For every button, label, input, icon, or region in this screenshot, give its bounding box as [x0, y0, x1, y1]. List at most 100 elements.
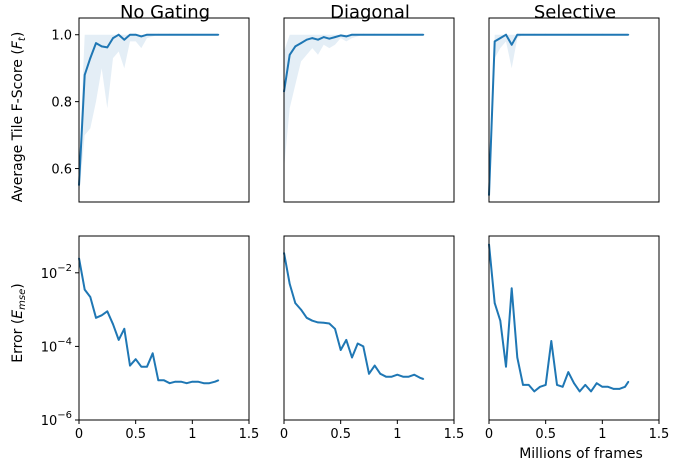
data-point — [618, 388, 621, 390]
x-tick-label: 1.5 — [239, 427, 260, 442]
data-point — [368, 373, 370, 375]
data-point — [402, 375, 404, 378]
data-point — [89, 296, 92, 298]
data-point — [305, 317, 308, 319]
data-point — [89, 57, 92, 59]
data-point — [493, 302, 496, 304]
data-point — [385, 375, 387, 378]
data-point — [627, 380, 630, 383]
y-axis-label-error-end: ) — [10, 283, 26, 288]
data-point — [311, 319, 314, 322]
data-point — [556, 384, 558, 386]
data-point — [550, 340, 553, 342]
x-tick-label: 0 — [280, 427, 288, 442]
title-diagonal: Diagonal — [330, 2, 410, 23]
series-line — [488, 244, 630, 393]
data-point — [294, 45, 297, 48]
data-point — [83, 288, 86, 291]
data-point — [419, 377, 421, 379]
data-point — [601, 386, 604, 388]
data-point — [607, 386, 609, 388]
data-point — [100, 45, 103, 48]
data-point — [294, 302, 297, 304]
data-point — [544, 33, 547, 36]
panels: 0.6 0.8 1.0 10−6 10−4 10−2 0 0.5 1 1.5 0 0.5 1 1.5 0 0.… — [41, 17, 670, 442]
data-point — [510, 287, 513, 290]
data-point — [339, 349, 342, 351]
data-point — [217, 33, 220, 36]
confidence-band — [489, 34, 629, 203]
data-point — [83, 74, 86, 76]
data-point — [356, 342, 359, 345]
x-tick-label: 0.5 — [125, 427, 146, 442]
data-point — [123, 328, 126, 330]
data-point — [390, 375, 393, 378]
data-point — [407, 375, 410, 378]
y-tick-label: 0.8 — [51, 96, 72, 111]
data-point — [373, 33, 376, 36]
data-point — [157, 33, 160, 36]
data-point — [163, 379, 165, 382]
data-point — [567, 33, 570, 36]
data-point — [191, 33, 194, 36]
y-axis-label-fscore-var: F — [10, 40, 26, 49]
data-point — [134, 33, 137, 36]
data-point — [106, 46, 109, 49]
data-point — [214, 380, 216, 383]
panel-frame — [78, 17, 250, 203]
data-point — [505, 33, 507, 36]
data-point — [351, 356, 353, 359]
y-axis-label-fscore-sub: t — [17, 36, 28, 41]
y-axis-label-error-var: E — [10, 310, 26, 319]
panel-frame — [283, 235, 455, 421]
data-point — [345, 339, 348, 341]
data-point — [595, 382, 598, 385]
data-point — [129, 364, 131, 367]
data-point — [516, 356, 519, 359]
y-tick-label: 10−6 — [41, 410, 72, 429]
title-no-gating: No Gating — [120, 2, 210, 23]
data-point — [396, 33, 399, 36]
data-point — [112, 37, 114, 39]
panel-r1-no-gating: 10−6 10−4 10−2 0 0.5 1 1.5 — [41, 235, 260, 442]
data-point — [168, 382, 171, 385]
data-point — [578, 390, 581, 393]
data-point — [539, 386, 541, 388]
data-point — [499, 37, 502, 39]
x-tick-label: 1.5 — [649, 427, 670, 442]
data-point — [328, 322, 331, 325]
data-point — [334, 36, 336, 38]
data-point — [510, 44, 513, 46]
data-point — [627, 33, 630, 36]
data-point — [197, 380, 199, 383]
data-point — [533, 33, 536, 36]
y-axis-label-error: Error (Emse) — [10, 283, 28, 362]
data-point — [584, 384, 587, 386]
data-point — [117, 33, 120, 36]
panel-r0-no-gating: 0.6 0.8 1.0 — [51, 17, 250, 203]
data-point — [493, 40, 496, 43]
data-point — [317, 38, 319, 41]
x-tick-label: 1 — [393, 427, 401, 442]
data-point — [174, 380, 177, 383]
x-axis-label: Millions of frames — [519, 446, 643, 462]
data-point — [413, 373, 416, 376]
panel-frame — [488, 17, 660, 203]
data-point — [129, 33, 131, 36]
y-axis-label-fscore: Average Tile F-Score (Ft) — [10, 32, 28, 203]
data-point — [379, 373, 382, 375]
x-tick-label: 0 — [75, 427, 83, 442]
data-point — [601, 33, 604, 36]
data-point — [339, 34, 342, 37]
y-axis-label-error-text: Error ( — [10, 319, 26, 363]
x-tick-label: 1 — [598, 427, 606, 442]
data-point — [140, 365, 143, 368]
x-tick-label: 0.5 — [535, 427, 556, 442]
data-point — [322, 321, 325, 324]
data-point — [527, 384, 530, 386]
series-line — [78, 258, 219, 385]
x-tick-label: 1 — [188, 427, 196, 442]
data-point — [146, 33, 148, 36]
data-point — [351, 33, 353, 36]
